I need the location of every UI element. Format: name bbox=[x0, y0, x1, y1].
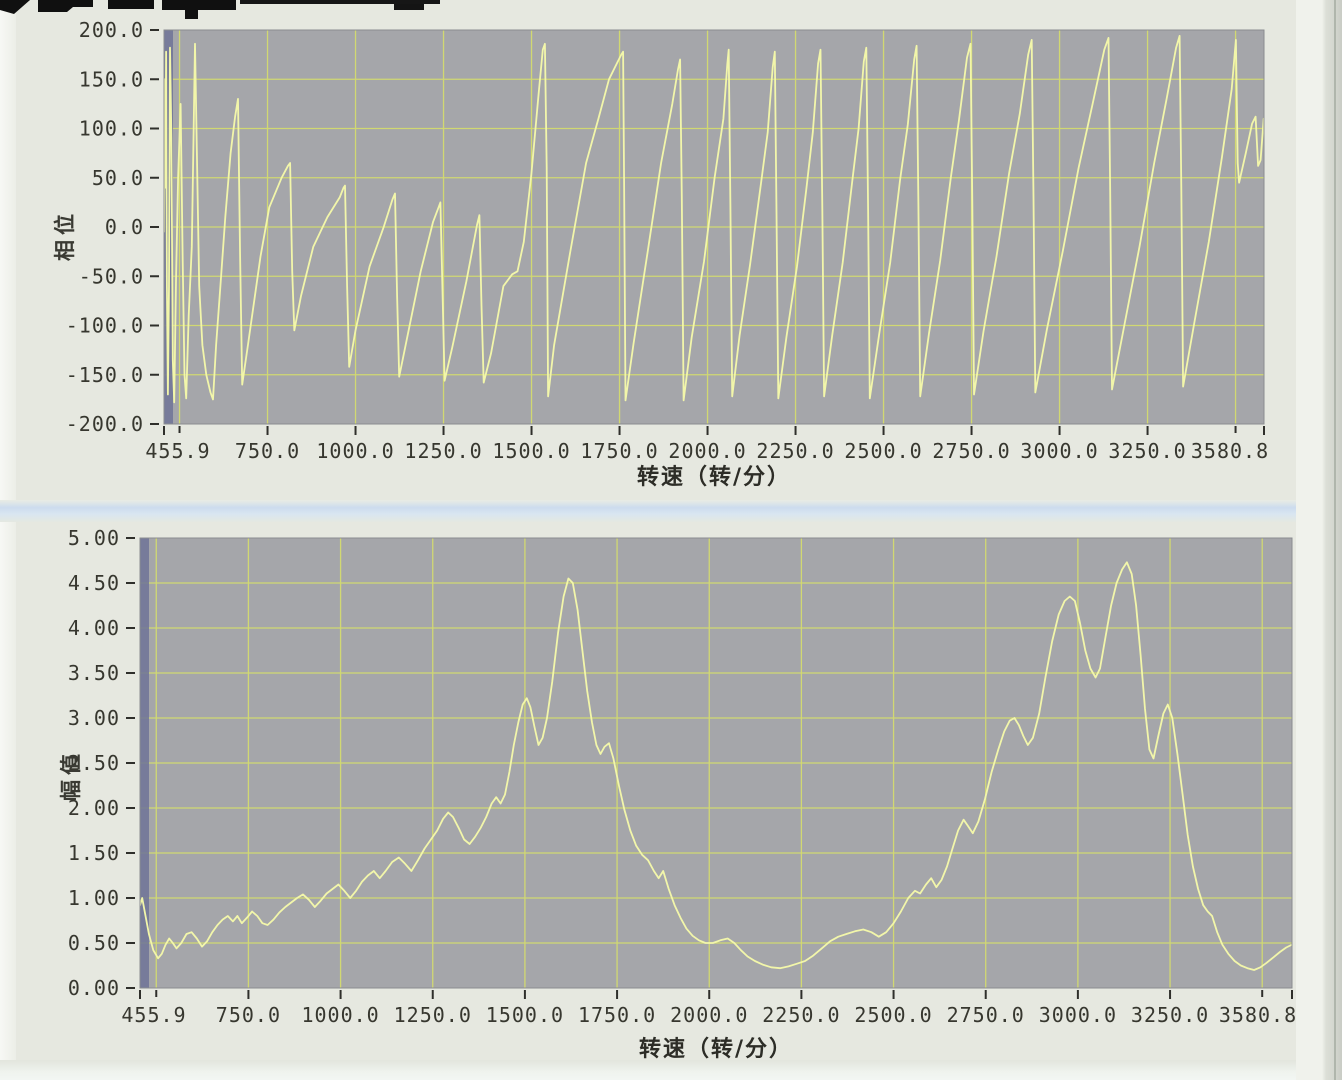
x-tick-label: 2500.0 bbox=[854, 1003, 932, 1027]
x-tick-label: 1250.0 bbox=[394, 1003, 472, 1027]
x-axis: 455.9 750.0 1000.0 1250.0 1500.0 1750.0 2000.0… bbox=[121, 990, 1297, 1027]
grid-lines bbox=[140, 538, 1292, 988]
panel-divider-band bbox=[0, 500, 1342, 522]
x-tick-label: 1000.0 bbox=[301, 1003, 379, 1027]
x-tick-label: 1750.0 bbox=[580, 439, 658, 463]
y-tick-label: -200.0 bbox=[66, 412, 144, 436]
x-tick-label: 2250.0 bbox=[762, 1003, 840, 1027]
x-tick-label: 3250.0 bbox=[1131, 1003, 1209, 1027]
y-tick-label: 0.50 bbox=[68, 931, 120, 955]
x-tick-label: 1750.0 bbox=[578, 1003, 656, 1027]
y-tick-label: 4.50 bbox=[68, 571, 120, 595]
y-tick-label: 1.00 bbox=[68, 886, 120, 910]
y-tick-label: 2.00 bbox=[68, 796, 120, 820]
x-tick-label: 2750.0 bbox=[947, 1003, 1025, 1027]
paper-edge-bottom bbox=[0, 1060, 1342, 1080]
y-axis: 5.00 4.50 4.00 3.50 3.00 2.50 2.00 1.50 1.00 0.50… bbox=[68, 526, 135, 1000]
x-tick-label: 1500.0 bbox=[486, 1003, 564, 1027]
y-tick-label: 0.00 bbox=[68, 976, 120, 1000]
y-tick-label: 5.00 bbox=[68, 526, 120, 550]
x-tick-label: 3580.8 bbox=[1219, 1003, 1297, 1027]
x-tick-label: 455.9 bbox=[121, 1003, 186, 1027]
y-tick-label: -150.0 bbox=[66, 363, 144, 387]
x-axis: 455.9 750.0 1000.0 1250.0 1500.0 1750.0 2000.0… bbox=[145, 426, 1269, 463]
y-tick-label: 50.0 bbox=[92, 166, 144, 190]
x-tick-label: 3250.0 bbox=[1108, 439, 1186, 463]
plot-left-border bbox=[140, 538, 149, 988]
x-tick-label: 750.0 bbox=[216, 1003, 281, 1027]
y-tick-label: -50.0 bbox=[79, 264, 144, 288]
y-tick-label: 3.50 bbox=[68, 661, 120, 685]
x-tick-label: 2500.0 bbox=[844, 439, 922, 463]
x-tick-label: 1000.0 bbox=[316, 439, 394, 463]
amplitude-y-axis-title: 幅值 bbox=[59, 749, 83, 801]
y-tick-label: 100.0 bbox=[79, 117, 144, 141]
y-tick-label: 150.0 bbox=[79, 67, 144, 91]
x-tick-label: 750.0 bbox=[235, 439, 300, 463]
x-tick-label: 3000.0 bbox=[1039, 1003, 1117, 1027]
x-tick-label: 2000.0 bbox=[668, 439, 746, 463]
x-tick-label: 2250.0 bbox=[756, 439, 834, 463]
signal-trace-amplitude bbox=[140, 561, 1292, 971]
y-tick-label: 3.00 bbox=[68, 706, 120, 730]
x-tick-label: 1500.0 bbox=[492, 439, 570, 463]
x-tick-label: 2750.0 bbox=[932, 439, 1010, 463]
paper-edge-left bbox=[0, 0, 16, 1080]
amplitude-chart: 5.00 4.50 4.00 3.50 3.00 2.50 2.00 1.50 1.00 0.50… bbox=[68, 526, 1297, 1027]
phase-x-axis-title: 转速（转/分） bbox=[636, 465, 792, 490]
y-tick-label: -100.0 bbox=[66, 314, 144, 338]
signal-trace-phase bbox=[164, 35, 1264, 404]
y-tick-label: 200.0 bbox=[79, 18, 144, 42]
plot-outline bbox=[139, 537, 1293, 989]
scan-artifact-top-text-fragment bbox=[0, 0, 440, 19]
x-tick-label: 455.9 bbox=[145, 439, 210, 463]
y-tick-label: 0.0 bbox=[105, 215, 144, 239]
y-tick-label: 1.50 bbox=[68, 841, 120, 865]
x-tick-label: 2000.0 bbox=[670, 1003, 748, 1027]
x-tick-label: 3000.0 bbox=[1020, 439, 1098, 463]
x-tick-label: 1250.0 bbox=[404, 439, 482, 463]
plot-outline bbox=[163, 29, 1265, 425]
phase-y-axis-title: 相位 bbox=[53, 209, 77, 261]
amplitude-x-axis-title: 转速（转/分） bbox=[638, 1037, 794, 1062]
y-tick-label: 2.50 bbox=[68, 751, 120, 775]
y-axis: 200.0 150.0 100.0 50.0 0.0 -50.0 -100.0 -150.0 -… bbox=[66, 18, 159, 436]
paper-edge-line bbox=[1334, 0, 1336, 1080]
y-tick-label: 4.00 bbox=[68, 616, 120, 640]
x-tick-label: 3580.8 bbox=[1191, 439, 1269, 463]
phase-chart: 200.0 150.0 100.0 50.0 0.0 -50.0 -100.0 -150.0 -… bbox=[66, 18, 1269, 463]
